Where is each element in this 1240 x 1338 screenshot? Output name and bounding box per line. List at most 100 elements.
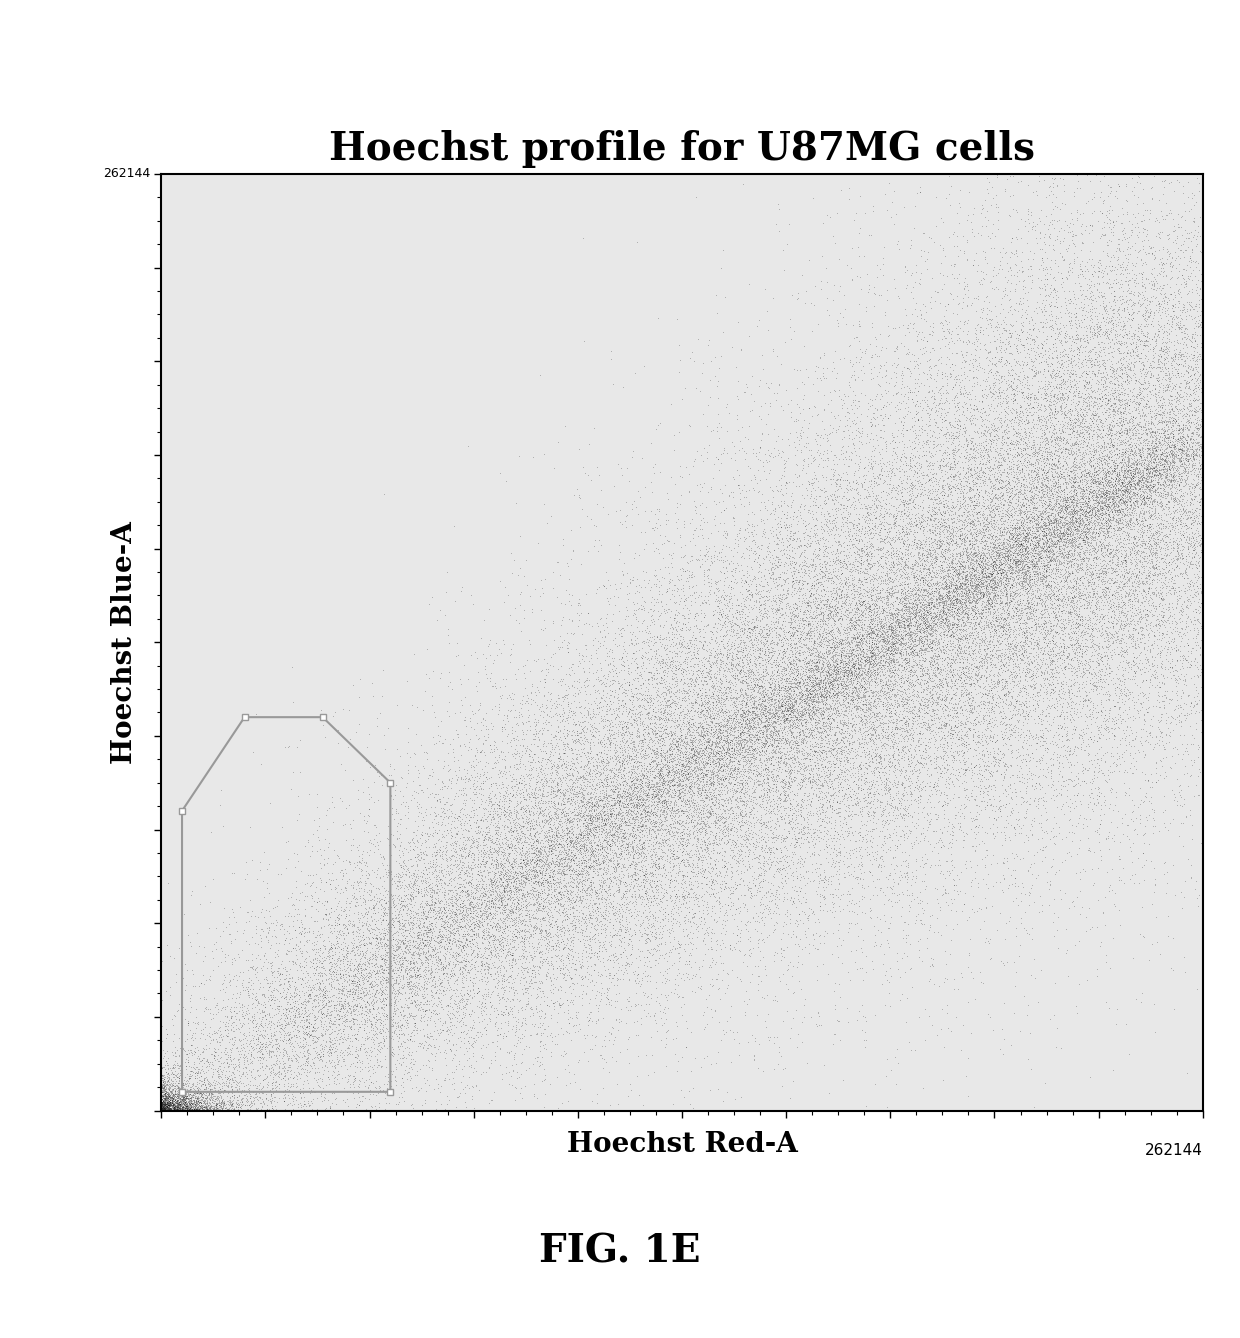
Point	[298, 1090, 317, 1112]
Point	[573, 875, 593, 896]
Point	[624, 812, 644, 834]
Point	[658, 1020, 678, 1041]
Point	[677, 1017, 697, 1038]
Point	[870, 846, 890, 867]
Point	[999, 550, 1019, 571]
Point	[923, 700, 942, 721]
Point	[723, 803, 743, 824]
Point	[270, 1062, 290, 1084]
Point	[558, 799, 578, 820]
Point	[1063, 341, 1083, 363]
Point	[873, 427, 893, 448]
Point	[280, 998, 300, 1020]
Point	[696, 713, 715, 735]
Point	[544, 870, 564, 891]
Point	[277, 943, 296, 965]
Point	[1037, 801, 1056, 823]
Point	[626, 739, 646, 760]
Point	[539, 995, 559, 1017]
Point	[735, 779, 755, 800]
Point	[823, 646, 843, 668]
Point	[973, 585, 993, 606]
Point	[645, 625, 665, 646]
Point	[553, 1024, 573, 1045]
Point	[801, 444, 821, 466]
Point	[1141, 270, 1161, 292]
Point	[1193, 306, 1213, 328]
Point	[973, 745, 993, 767]
Point	[389, 896, 409, 918]
Point	[486, 822, 506, 843]
Point	[869, 610, 889, 632]
Point	[1044, 487, 1064, 508]
Point	[1193, 614, 1213, 636]
Point	[717, 834, 737, 855]
Point	[463, 887, 482, 909]
Point	[408, 797, 428, 819]
Point	[1131, 476, 1151, 498]
Point	[642, 844, 662, 866]
Point	[796, 634, 816, 656]
Point	[587, 803, 606, 824]
Point	[1149, 389, 1169, 411]
Point	[796, 688, 816, 709]
Point	[155, 1042, 175, 1064]
Point	[1071, 264, 1091, 285]
Point	[1069, 641, 1089, 662]
Point	[153, 1093, 172, 1115]
Point	[1017, 705, 1037, 727]
Point	[708, 765, 728, 787]
Point	[668, 615, 688, 637]
Point	[580, 906, 600, 927]
Point	[637, 725, 657, 747]
Point	[1187, 490, 1207, 511]
Point	[746, 705, 766, 727]
Point	[1054, 652, 1074, 673]
Point	[856, 789, 875, 811]
Point	[976, 839, 996, 860]
Point	[911, 591, 931, 613]
Point	[996, 652, 1016, 673]
Point	[775, 652, 795, 673]
Point	[466, 836, 486, 858]
Point	[1038, 541, 1058, 562]
Point	[521, 856, 541, 878]
Point	[498, 724, 518, 745]
Point	[584, 748, 604, 769]
Point	[671, 997, 691, 1018]
Point	[427, 1100, 446, 1121]
Point	[348, 922, 368, 943]
Point	[1079, 502, 1099, 523]
Point	[585, 942, 605, 963]
Point	[641, 921, 661, 942]
Point	[1147, 471, 1167, 492]
Point	[853, 504, 873, 526]
Point	[980, 451, 999, 472]
Point	[817, 820, 837, 842]
Point	[415, 1100, 435, 1121]
Point	[683, 781, 703, 803]
Point	[1193, 434, 1213, 455]
Point	[1193, 316, 1213, 337]
Point	[1131, 416, 1151, 438]
Point	[730, 801, 750, 823]
Point	[1131, 383, 1151, 404]
Point	[1016, 708, 1035, 729]
Point	[770, 728, 790, 749]
Point	[642, 776, 662, 797]
Point	[350, 803, 370, 824]
Point	[1109, 467, 1128, 488]
Point	[467, 854, 487, 875]
Point	[918, 415, 937, 436]
Point	[1111, 496, 1131, 518]
Point	[688, 755, 708, 776]
Point	[1095, 630, 1115, 652]
Point	[153, 1092, 172, 1113]
Point	[1166, 376, 1185, 397]
Point	[774, 704, 794, 725]
Point	[1063, 499, 1083, 520]
Point	[1173, 175, 1193, 197]
Point	[1080, 460, 1100, 482]
Point	[714, 702, 734, 724]
Point	[434, 871, 454, 892]
